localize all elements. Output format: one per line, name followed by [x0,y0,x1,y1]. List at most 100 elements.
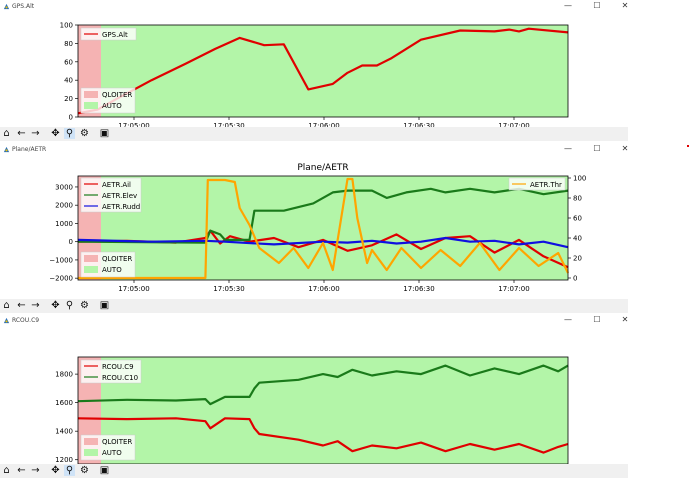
series-line-aetr-thr [78,177,569,280]
title-bar[interactable]: Plane/AETR — ☐ ✕ [0,143,628,157]
y-tick-label: 0 [69,114,73,122]
mode-legend: QLOITER AUTO [80,434,136,461]
y-tick-label: 80 [64,40,73,48]
x-tick-label: 17:06:30 [403,122,434,127]
pan-icon[interactable]: ✥ [51,465,60,476]
auto-region [101,25,568,117]
aetr-chart[interactable]: Plane/AETR −2000 −1000 0 1000 2000 3000 0 20 40 6… [0,157,628,299]
x-tick-label: 17:06:00 [308,122,339,127]
series-line-aetr-rudd [77,236,569,249]
x-tick-label: 17:06:30 [403,285,434,293]
x-tick-label: 17:05:00 [118,285,149,293]
mode-label-auto: AUTO [102,266,122,274]
y-tick-label: 20 [64,95,73,103]
back-icon[interactable]: ← [17,128,26,139]
y2-tick-label: 80 [573,195,582,203]
plot-title: Plane/AETR [297,163,348,173]
legend-label-ail: AETR.Ail [102,181,131,189]
mode-label-qloiter: QLOITER [102,255,132,263]
y-tick-label: 2000 [55,202,73,210]
window-title: Plane/AETR [12,146,47,153]
mode-legend: QLOITER AUTO [80,251,136,278]
x-tick-label: 17:07:00 [498,122,529,127]
home-icon[interactable]: ⌂ [3,128,10,139]
minimize-button[interactable]: — [564,315,572,324]
back-icon[interactable]: ← [17,300,26,311]
legend-right: AETR.Thr [508,177,566,191]
x-tick-label: 17:07:00 [498,285,529,293]
x-tick-label: 17:06:00 [308,285,339,293]
toolbar: ⌂ ← → ✥ ⚲ ⚙ ▣ [0,127,628,141]
series-line-gps-alt [77,27,569,115]
home-icon[interactable]: ⌂ [3,300,10,311]
save-icon[interactable]: ▣ [99,128,110,139]
plot-frame [77,356,569,464]
close-button[interactable]: ✕ [621,315,629,324]
y-tick-label: 1000 [55,220,73,228]
stray-marker [687,145,689,147]
close-button[interactable]: ✕ [621,144,629,153]
y2-tick-label: 20 [573,255,582,263]
y-tick-label: 0 [69,238,73,246]
title-bar[interactable]: RCOU.C9 — ☐ ✕ [0,314,628,328]
forward-icon[interactable]: → [31,300,40,311]
legend-label-gps-alt: GPS.Alt [102,31,128,39]
configure-icon[interactable]: ⚙ [80,465,89,476]
y2-tick-label: 100 [573,175,586,183]
save-icon[interactable]: ▣ [99,300,110,311]
configure-icon[interactable]: ⚙ [80,128,89,139]
y-tick-label: 60 [64,58,73,66]
mode-label-qloiter: QLOITER [102,91,132,99]
forward-icon[interactable]: → [31,128,40,139]
plot-frame [77,24,569,118]
gps-alt-chart[interactable]: 0 20 40 60 80 100 17:05:00 17:05:30 17:06:00 17:0… [0,14,628,127]
y-tick-label: 1800 [55,371,73,379]
legend: GPS.Alt [80,27,137,41]
x-tick-label: 17:05:30 [213,122,244,127]
window-title: GPS.Alt [12,3,35,10]
legend: RCOU.C9 RCOU.C10 [80,359,142,384]
window-rcou-c9: RCOU.C9 — ☐ ✕ 120014001600180017:05:0017… [0,314,628,478]
legend: AETR.Ail AETR.Elev AETR.Rudd [80,177,142,213]
series-line-rcou-c10 [77,364,569,406]
x-tick-label: 17:05:30 [213,285,244,293]
zoom-icon[interactable]: ⚲ [64,128,75,139]
maximize-button[interactable]: ☐ [593,1,601,10]
y2-tick-label: 60 [573,215,582,223]
window-title: RCOU.C9 [12,317,40,324]
auto-region [101,357,568,464]
toolbar: ⌂ ← → ✥ ⚲ ⚙ ▣ [0,299,628,313]
maximize-button[interactable]: ☐ [593,315,601,324]
zoom-icon[interactable]: ⚲ [64,465,75,476]
y-tick-label: 40 [64,77,73,85]
home-icon[interactable]: ⌂ [3,465,10,476]
mode-legend: QLOITER AUTO [80,87,136,114]
series-line-rcou-c9 [77,417,569,454]
configure-icon[interactable]: ⚙ [80,300,89,311]
back-icon[interactable]: ← [17,465,26,476]
forward-icon[interactable]: → [31,465,40,476]
app-icon [3,146,10,153]
title-bar[interactable]: GPS.Alt — ☐ ✕ [0,0,628,14]
y2-tick-label: 0 [573,275,577,283]
legend-label-rudd: AETR.Rudd [102,203,140,211]
minimize-button[interactable]: — [564,144,572,153]
mode-label-auto: AUTO [102,449,122,457]
pan-icon[interactable]: ✥ [51,128,60,139]
zoom-icon[interactable]: ⚲ [65,300,74,311]
y-tick-label: 1600 [55,399,73,407]
rcou-chart[interactable]: 120014001600180017:05:0017:05:3017:06:00… [0,328,628,464]
save-icon[interactable]: ▣ [99,465,110,476]
pan-icon[interactable]: ✥ [51,300,60,311]
window-plane-aetr: Plane/AETR — ☐ ✕ Plane/AETR −2000 −1000 0 1… [0,143,628,313]
close-button[interactable]: ✕ [621,1,629,10]
minimize-button[interactable]: — [564,1,572,10]
y2-tick-label: 40 [573,235,582,243]
series-line-aetr-elev [77,187,569,244]
legend-label-elev: AETR.Elev [102,192,137,200]
mode-label-qloiter: QLOITER [102,438,132,446]
maximize-button[interactable]: ☐ [593,144,601,153]
plot-frame [77,175,569,281]
legend-label-c9: RCOU.C9 [102,363,134,371]
app-icon [3,3,10,10]
